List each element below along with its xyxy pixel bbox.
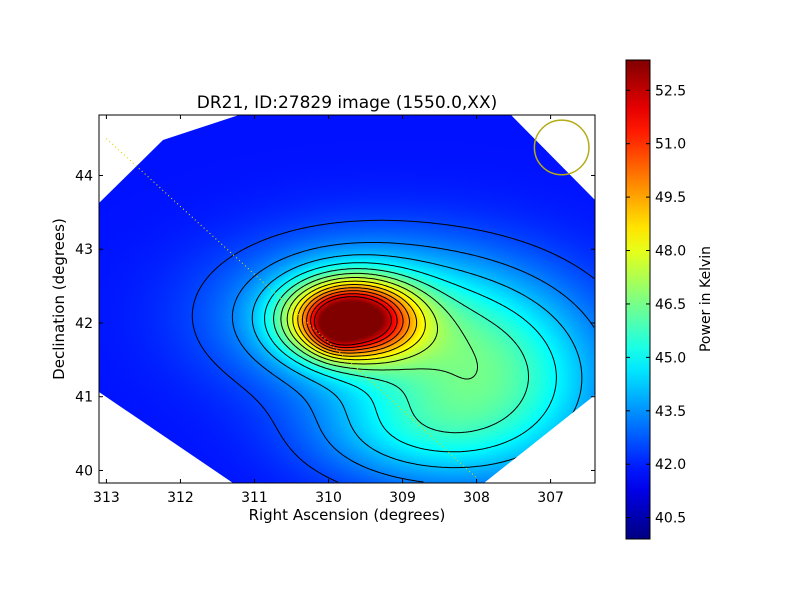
x-axis-label: Right Ascension (degrees)	[249, 506, 446, 524]
y-tick-label: 41	[75, 390, 93, 406]
colorbar-label: Power in Kelvin	[698, 246, 714, 352]
colorbar-tick-label: 51.0	[655, 137, 686, 153]
contour-level-9	[292, 280, 426, 361]
contour-level-13	[310, 293, 398, 349]
x-tick-label: 312	[167, 490, 194, 506]
colorbar-tick-label: 42.0	[655, 457, 686, 473]
y-tick-label: 40	[75, 463, 93, 479]
contour-level-12	[306, 290, 404, 351]
colorbar-frame	[625, 59, 651, 540]
y-axis-label: Declination (degrees)	[50, 218, 68, 380]
colorbar-gradient	[626, 60, 650, 539]
contour-level-3	[231, 242, 595, 483]
colorbar-tick-label: 40.5	[655, 511, 686, 527]
colorbar-ticks: 40.5 42.0 43.5 45.0 46.5 48.0 49.5 51.0 52.5	[626, 83, 686, 527]
colorbar-tick-label: 46.5	[655, 297, 686, 313]
intensity-map	[99, 115, 595, 483]
contour-level-8	[286, 277, 438, 365]
contour-level-6	[273, 268, 529, 434]
contour-level-5	[264, 262, 557, 453]
contour-level-2	[191, 219, 595, 483]
colorbar-tick-label: 45.0	[655, 350, 686, 366]
x-axis: 313 312 311 310 309 308 307	[93, 115, 564, 506]
contour-level-7	[280, 272, 478, 380]
colorbar-tick-label: 49.5	[655, 190, 686, 206]
plot-frame	[98, 114, 596, 484]
x-tick-label: 310	[315, 490, 342, 506]
beam-circle	[533, 119, 590, 176]
contour-level-11	[301, 287, 410, 354]
colorbar-tick-label: 48.0	[655, 244, 686, 260]
y-tick-label: 43	[75, 242, 93, 258]
plot-area: 313 312 311 310 309 308 307 40 41 42 43 44	[75, 114, 596, 506]
x-tick-label: 308	[463, 490, 490, 506]
contour-level-4	[251, 254, 583, 469]
contour-level-10	[297, 284, 418, 357]
x-tick-label: 313	[93, 490, 120, 506]
colorbar-tick-label: 43.5	[655, 404, 686, 420]
x-tick-label: 311	[241, 490, 268, 506]
y-tick-label: 44	[75, 168, 93, 184]
colorbar: 40.5 42.0 43.5 45.0 46.5 48.0 49.5 51.0 52.5 Pow…	[625, 59, 714, 540]
y-tick-label: 42	[75, 316, 93, 332]
contour-lines	[191, 219, 595, 483]
x-tick-label: 307	[537, 490, 564, 506]
chart-title: DR21, ID:27829 image (1550.0,XX)	[197, 93, 497, 113]
contour-level-14	[313, 296, 392, 346]
colorbar-tick-label: 52.5	[655, 83, 686, 99]
x-tick-label: 309	[389, 490, 416, 506]
y-axis: 40 41 42 43 44	[75, 168, 595, 479]
